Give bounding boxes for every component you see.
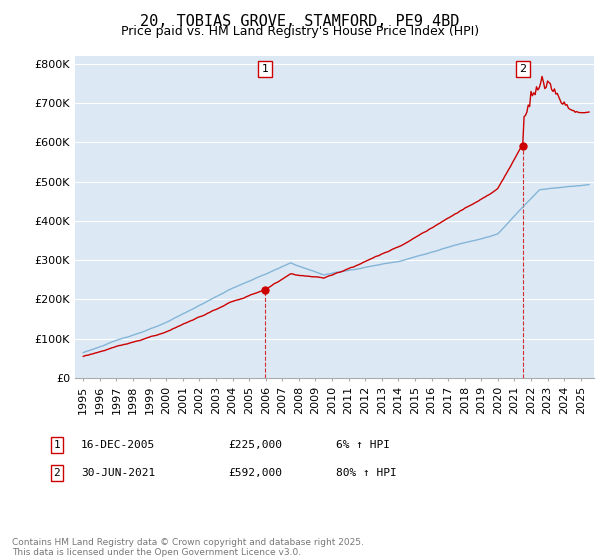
Text: 2: 2 bbox=[519, 64, 526, 74]
Text: 1: 1 bbox=[53, 440, 61, 450]
Text: 16-DEC-2005: 16-DEC-2005 bbox=[81, 440, 155, 450]
Text: 1: 1 bbox=[262, 64, 268, 74]
Text: Contains HM Land Registry data © Crown copyright and database right 2025.
This d: Contains HM Land Registry data © Crown c… bbox=[12, 538, 364, 557]
Text: 30-JUN-2021: 30-JUN-2021 bbox=[81, 468, 155, 478]
Text: Price paid vs. HM Land Registry's House Price Index (HPI): Price paid vs. HM Land Registry's House … bbox=[121, 25, 479, 38]
Text: 20, TOBIAS GROVE, STAMFORD, PE9 4BD: 20, TOBIAS GROVE, STAMFORD, PE9 4BD bbox=[140, 14, 460, 29]
Text: £225,000: £225,000 bbox=[228, 440, 282, 450]
Text: 6% ↑ HPI: 6% ↑ HPI bbox=[336, 440, 390, 450]
Text: 2: 2 bbox=[53, 468, 61, 478]
Text: 80% ↑ HPI: 80% ↑ HPI bbox=[336, 468, 397, 478]
Text: £592,000: £592,000 bbox=[228, 468, 282, 478]
